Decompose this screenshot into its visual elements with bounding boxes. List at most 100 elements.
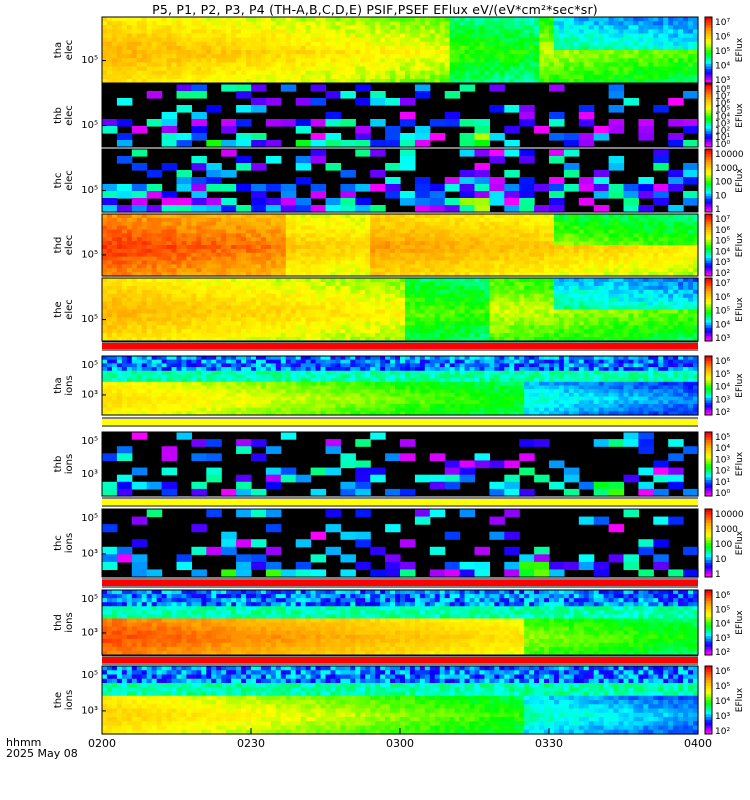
heatmap-cell (593, 237, 600, 242)
heatmap-cell (181, 309, 188, 315)
heatmap-cell (241, 54, 247, 59)
heatmap-cell (305, 45, 312, 51)
heatmap-cell (265, 337, 272, 342)
heatmap-cell (196, 278, 202, 283)
heatmap-cell (429, 217, 436, 223)
heatmap-cell (608, 78, 615, 84)
heatmap-cell (335, 45, 341, 51)
heatmap-cell (141, 229, 148, 234)
heatmap-cell (320, 45, 327, 51)
heatmap-cell (668, 74, 674, 80)
heatmap-cell (370, 78, 376, 84)
heatmap-cell (419, 260, 426, 265)
heatmap-cell (201, 233, 207, 238)
heatmap-cell (414, 191, 431, 199)
heatmap-cell (385, 225, 391, 231)
heatmap-cell (255, 66, 262, 72)
heatmap-cell (275, 301, 282, 307)
heatmap-cell (618, 272, 625, 277)
heatmap-cell (166, 272, 173, 277)
heatmap-cell (340, 66, 346, 72)
heatmap-cell (424, 221, 431, 227)
heatmap-cell (663, 37, 669, 43)
heatmap-cell (539, 252, 545, 258)
heatmap-cell (663, 221, 669, 227)
heatmap-cell (424, 54, 431, 59)
heatmap-cell (320, 260, 327, 265)
heatmap-cell (340, 58, 346, 63)
heatmap-cell (285, 237, 292, 242)
heatmap-cell (549, 177, 565, 185)
heatmap-cell (628, 50, 635, 55)
heatmap-cell (146, 337, 153, 342)
heatmap-cell (643, 66, 649, 72)
heatmap-cell (181, 41, 188, 47)
heatmap-cell (131, 70, 138, 76)
heatmap-cell (444, 17, 451, 22)
heatmap-cell (280, 78, 287, 84)
heatmap-cell (464, 58, 471, 63)
heatmap-cell (400, 217, 406, 223)
heatmap-cell (131, 229, 138, 234)
heatmap-cell (395, 37, 401, 43)
heatmap-cell (290, 37, 297, 43)
heatmap-cell (524, 33, 530, 39)
heatmap-cell (474, 221, 481, 227)
heatmap-cell (325, 264, 332, 269)
heatmap-cell (375, 268, 381, 273)
heatmap-cell (618, 21, 625, 26)
heatmap-cell (395, 248, 401, 254)
heatmap-cell (191, 281, 197, 287)
heatmap-cell (643, 214, 649, 219)
heatmap-cell (181, 285, 188, 291)
heatmap-cell (593, 241, 600, 246)
heatmap-cell (196, 70, 202, 76)
heatmap-cell (558, 33, 565, 39)
heatmap-cell (116, 45, 123, 51)
heatmap-cell (429, 205, 446, 213)
heatmap-cell (638, 248, 644, 254)
heatmap-cell (241, 58, 247, 63)
heatmap-cell (429, 233, 436, 238)
heatmap-cell (414, 198, 431, 206)
heatmap-cell (161, 133, 178, 141)
heatmap-cell (280, 184, 297, 192)
heatmap-cell (663, 237, 669, 242)
heatmap-cell (400, 237, 406, 242)
heatmap-cell (241, 293, 247, 299)
heatmap-cell (653, 256, 659, 262)
heatmap-cell (598, 214, 605, 219)
heatmap-cell (330, 78, 337, 84)
heatmap-cell (519, 268, 525, 273)
heatmap-cell (474, 25, 481, 30)
heatmap-cell (116, 98, 133, 106)
heatmap-cell (519, 105, 535, 113)
colorbar-swatch (705, 167, 712, 171)
heatmap-cell (469, 260, 476, 265)
heatmap-cell (434, 233, 441, 238)
heatmap-cell (280, 252, 287, 258)
heatmap-cell (549, 62, 555, 68)
heatmap-cell (265, 156, 282, 164)
heatmap-cell (558, 70, 565, 76)
heatmap-cell (424, 62, 431, 68)
heatmap-cell (216, 293, 222, 299)
heatmap-cell (598, 17, 605, 22)
heatmap-cell (161, 119, 178, 127)
heatmap-cell (241, 214, 247, 219)
heatmap-cell (385, 17, 391, 22)
heatmap-cell (221, 245, 227, 250)
heatmap-cell (539, 37, 545, 43)
heatmap-cell (176, 105, 192, 113)
heatmap-cell (156, 325, 163, 330)
heatmap-cell (514, 256, 520, 262)
heatmap-cell (653, 233, 659, 238)
heatmap-cell (623, 214, 630, 219)
heatmap-cell (643, 256, 649, 262)
heatmap-cell (186, 17, 192, 22)
heatmap-cell (111, 333, 118, 338)
heatmap-cell (469, 221, 476, 227)
heatmap-cell (365, 248, 371, 254)
heatmap-cell (236, 278, 242, 283)
heatmap-cell (166, 229, 173, 234)
